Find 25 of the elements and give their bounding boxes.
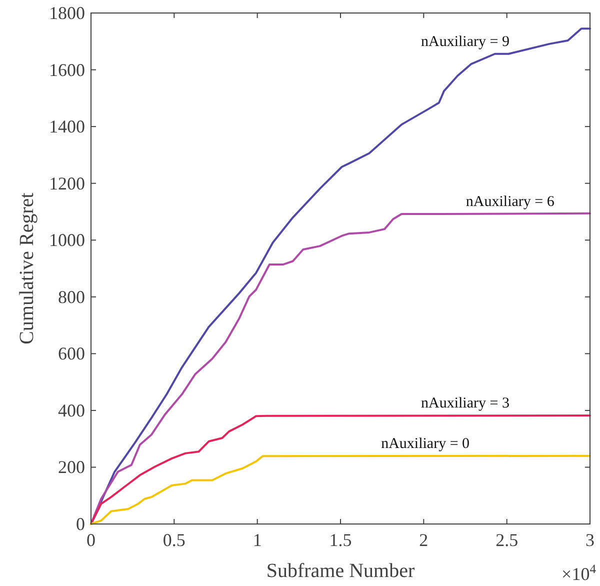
x-tick-label: 1.5 [329, 530, 352, 550]
y-tick-label: 1600 [49, 60, 85, 80]
x-tick-label: 2.5 [496, 530, 518, 550]
y-tick-label: 400 [58, 400, 85, 420]
line-series [90, 454, 591, 525]
x-axis-title: Subframe Number [266, 560, 415, 582]
line-series [90, 414, 591, 525]
y-axis-title: Cumulative Regret [16, 192, 38, 344]
series-label: nAuxiliary = 9 [421, 34, 510, 50]
y-tick-label: 1200 [49, 173, 85, 194]
text: ×10$^{4}$ [562, 562, 597, 584]
x-tick-label: 2 [419, 530, 428, 550]
y-tick-label: 0 [76, 514, 85, 534]
series-label: nAuxiliary = 3 [421, 396, 510, 412]
y-tick-label: 1400 [49, 116, 85, 137]
y-tick-label: 1800 [49, 3, 85, 23]
y-tick-label: 800 [58, 286, 85, 307]
x-tick-label: 3 [586, 530, 594, 550]
series-label: nAuxiliary = 0 [381, 436, 470, 452]
series-label: nAuxiliary = 6 [466, 194, 555, 210]
y-tick-label: 1000 [49, 230, 85, 250]
x-tick-label: 1 [252, 530, 262, 550]
y-tick-label: 600 [58, 344, 85, 364]
x-tick-label: 0.5 [162, 530, 186, 550]
y-tick-label: 200 [58, 457, 85, 478]
